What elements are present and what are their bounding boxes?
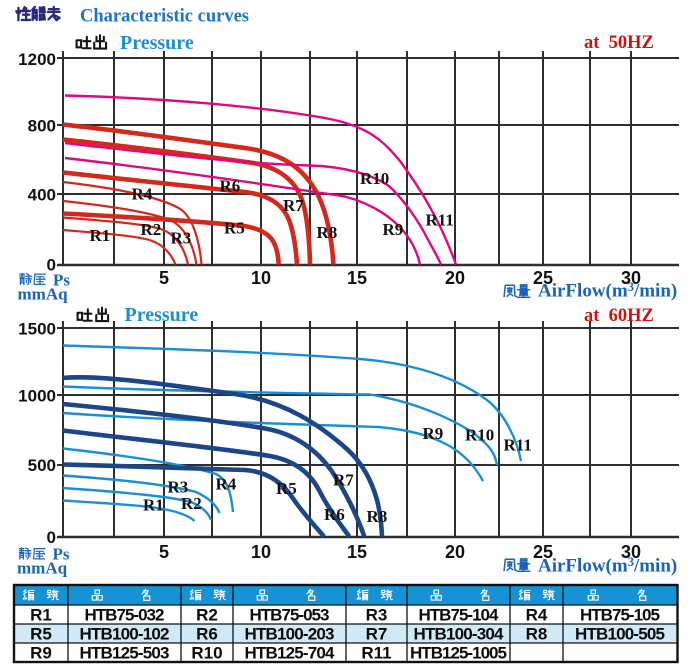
svg-text:R8: R8 — [526, 625, 548, 644]
svg-text:R10: R10 — [191, 644, 222, 663]
svg-text:R5: R5 — [30, 625, 52, 644]
svg-text:HTB75-105: HTB75-105 — [580, 606, 660, 625]
svg-text:20: 20 — [445, 268, 465, 288]
svg-text:R9: R9 — [30, 644, 52, 663]
svg-text:R2: R2 — [181, 494, 202, 513]
svg-text:R7: R7 — [333, 471, 354, 490]
svg-text:R6: R6 — [324, 505, 345, 524]
svg-text:R11: R11 — [361, 644, 391, 663]
svg-text:R8: R8 — [317, 223, 338, 242]
svg-text:10: 10 — [251, 542, 271, 562]
svg-text:1500: 1500 — [18, 319, 56, 338]
svg-text:25: 25 — [533, 542, 553, 562]
svg-text:HTB75-032: HTB75-032 — [85, 606, 165, 625]
svg-text:Ps: Ps — [53, 545, 70, 564]
svg-text:R11: R11 — [426, 211, 454, 230]
svg-text:mmAq: mmAq — [17, 559, 68, 578]
svg-text:R1: R1 — [90, 226, 111, 245]
svg-text:at 60HZ: at 60HZ — [584, 306, 654, 326]
svg-text:R9: R9 — [423, 424, 444, 443]
svg-text:R10: R10 — [360, 169, 389, 188]
svg-text:R3: R3 — [171, 229, 192, 248]
svg-text:R3: R3 — [168, 478, 189, 497]
svg-text:5: 5 — [159, 268, 169, 288]
svg-text:R6: R6 — [220, 177, 241, 196]
svg-text:400: 400 — [28, 185, 56, 204]
svg-text:Characteristic curves: Characteristic curves — [80, 7, 249, 27]
svg-text:R11: R11 — [504, 436, 532, 455]
svg-text:Ps: Ps — [53, 271, 70, 290]
svg-text:R4: R4 — [216, 475, 237, 494]
svg-text:10: 10 — [251, 268, 271, 288]
svg-text:R5: R5 — [276, 479, 297, 498]
svg-text:R1: R1 — [143, 496, 164, 515]
svg-text:1000: 1000 — [18, 386, 56, 405]
svg-text:R1: R1 — [30, 606, 52, 625]
svg-text:R5: R5 — [224, 219, 245, 238]
svg-text:25: 25 — [533, 268, 553, 288]
svg-text:R2: R2 — [141, 220, 162, 239]
svg-text:15: 15 — [347, 542, 367, 562]
svg-text:mmAq: mmAq — [18, 285, 69, 304]
svg-text:HTB125-1005: HTB125-1005 — [410, 644, 507, 663]
svg-text:R7: R7 — [366, 625, 388, 644]
svg-text:Pressure: Pressure — [120, 32, 194, 54]
svg-text:HTB100-304: HTB100-304 — [414, 625, 505, 644]
svg-text:20: 20 — [445, 542, 465, 562]
svg-text:R9: R9 — [383, 220, 404, 239]
svg-text:15: 15 — [347, 268, 367, 288]
svg-text:HTB100-102: HTB100-102 — [80, 625, 170, 644]
svg-text:HTB75-053: HTB75-053 — [250, 606, 330, 625]
svg-text:HTB125-503: HTB125-503 — [80, 644, 170, 663]
svg-text:R6: R6 — [196, 625, 218, 644]
svg-text:AirFlow(m3/min): AirFlow(m3/min) — [538, 280, 677, 302]
svg-text:1200: 1200 — [18, 50, 56, 69]
svg-text:0: 0 — [47, 256, 56, 275]
svg-text:30: 30 — [621, 268, 641, 288]
svg-text:Pressure: Pressure — [125, 304, 199, 326]
svg-text:R8: R8 — [367, 507, 388, 526]
svg-text:30: 30 — [621, 542, 641, 562]
svg-text:R4: R4 — [132, 185, 153, 204]
svg-text:R4: R4 — [526, 606, 548, 625]
svg-text:HTB75-104: HTB75-104 — [419, 606, 500, 625]
svg-text:800: 800 — [28, 116, 56, 135]
svg-text:at 50HZ: at 50HZ — [584, 33, 654, 53]
svg-text:AirFlow(m3/min): AirFlow(m3/min) — [538, 555, 677, 577]
svg-text:0: 0 — [47, 528, 56, 547]
svg-text:R7: R7 — [283, 196, 304, 215]
svg-text:HTB100-505: HTB100-505 — [575, 625, 665, 644]
svg-text:5: 5 — [159, 542, 169, 562]
svg-text:R2: R2 — [196, 606, 218, 625]
svg-text:R3: R3 — [366, 606, 388, 625]
svg-text:500: 500 — [28, 456, 56, 475]
svg-text:R10: R10 — [465, 426, 494, 445]
svg-text:HTB125-704: HTB125-704 — [245, 644, 336, 663]
svg-text:HTB100-203: HTB100-203 — [245, 625, 335, 644]
